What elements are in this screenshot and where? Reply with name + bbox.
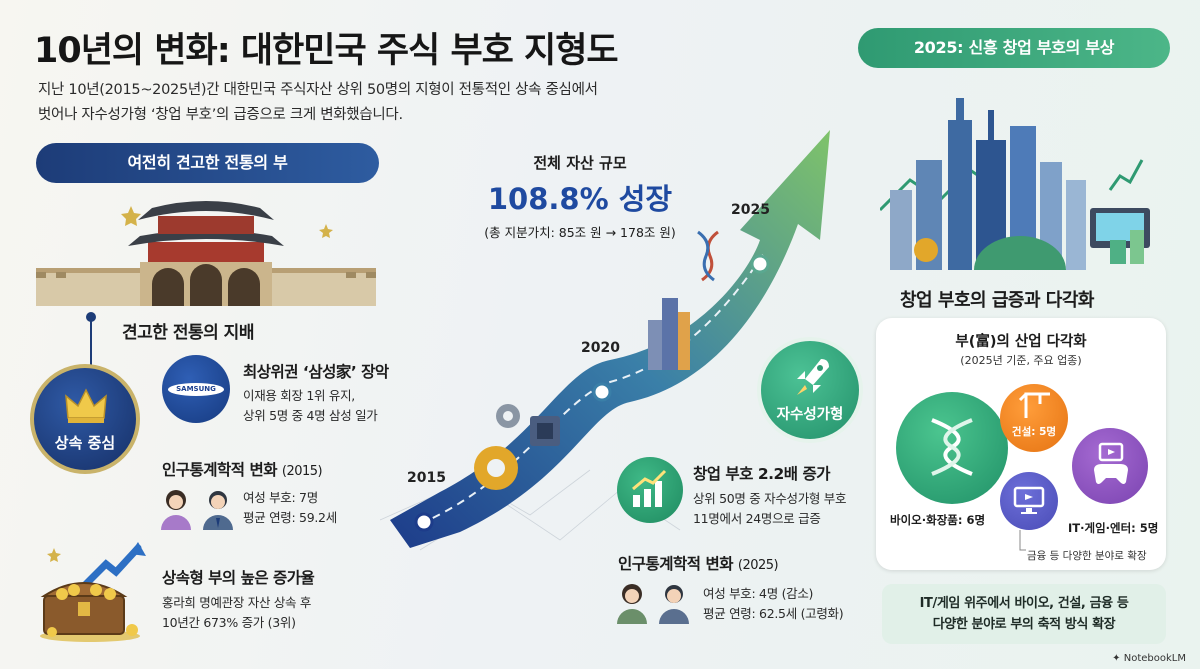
inheritance-growth-line-1: 홍라희 명예관장 자산 상속 후 [162,595,312,610]
age-2025-text: 평균 연령: 62.5세 (고령화) [703,606,844,621]
female-2025-text: 여성 부호: 4명 (감소) [703,586,814,601]
city-skyline-illustration [880,98,1150,270]
subtitle-line-1: 지난 10년(2015~2025년)간 대한민국 주식자산 상위 50명의 지형… [38,82,598,98]
construction-label: 건설: 5명 [1011,426,1057,438]
people-icon [161,490,233,530]
total-assets-label: 전체 자산 규모 [533,154,627,172]
founder-growth-line-1: 상위 50명 중 자수성가형 부호 [693,491,847,506]
demographics-2015-year: (2015) [281,464,323,479]
year-2015: 2015 [407,470,446,486]
subtitle-line-2: 벗어나 자수성가형 ‘창업 부호’의 급증으로 크게 변화했습니다. [38,107,403,123]
demographics-2025-heading: 인구통계학적 변화 (2025) [618,552,779,574]
total-value-range: (총 지분가치: 85조 원 → 178조 원) [484,225,676,240]
finance-connector [1019,530,1026,551]
demographics-2025-title: 인구통계학적 변화 [618,555,733,573]
dna-icon [931,418,973,476]
inheritance-circle: 상속 중심 [30,364,140,474]
samsung-logo-icon: SAMSUNG [162,355,230,423]
traditional-wealth-banner: 여전히 견고한 전통의 부 [36,143,379,183]
total-growth-figure: 108.8% 성장 [487,182,673,216]
growth-arrow-illustration [380,130,830,551]
treasure-chest-icon [40,542,146,642]
founder-growth-line-2: 11명에서 24명으로 급증 [693,511,821,526]
it-label: IT·게임·엔터: 5명 [1068,521,1159,535]
summary-line-1: IT/게임 위주에서 바이오, 건설, 금융 등 [919,596,1129,611]
industry-panel-title: 부(富)의 산업 다각화 [955,334,1087,350]
demographics-2025-year: (2025) [737,558,779,573]
finance-note: 금융 등 다양한 분야로 확장 [1027,550,1147,562]
rocket-icon [797,359,829,395]
diversification-summary: IT/게임 위주에서 바이오, 건설, 금융 등 다양한 분야로 부의 축적 방… [882,584,1166,644]
notebooklm-icon: ✦ [1112,653,1121,664]
bar-chart-icon [632,469,667,507]
finance-bubble [1000,472,1058,530]
demographics-2015-title: 인구통계학적 변화 [162,461,277,479]
footer-brand-text: NotebookLM [1123,653,1186,664]
new-founders-banner: 2025: 신흥 창업 부호의 부상 [858,28,1170,68]
samsung-line-2: 상위 5명 중 4명 삼성 일가 [243,408,378,423]
demographics-2015-heading: 인구통계학적 변화 (2015) [162,458,323,480]
samsung-logo-text: SAMSUNG [168,383,224,396]
self-made-circle: 자수성가형 [757,337,863,443]
it-bubble [1072,428,1148,504]
page-title: 10년의 변화: 대한민국 주식 부호 지형도 [34,31,619,71]
monitor-icon [1013,486,1045,514]
footer-brand: ✦ NotebookLM [1112,653,1186,664]
palace-illustration [36,201,376,306]
self-made-label: 자수성가형 [776,407,844,423]
bio-label: 바이오·화장품: 6명 [890,513,986,527]
industry-panel-subtitle: (2025년 기준, 주요 업종) [960,354,1082,367]
inheritance-label: 상속 중심 [54,434,116,452]
year-2025: 2025 [731,202,770,218]
dominance-heading: 견고한 전통의 지배 [122,323,254,343]
page-subtitle: 지난 10년(2015~2025년)간 대한민국 주식자산 상위 50명의 지형… [38,78,758,128]
samsung-line-1: 이재용 회장 1위 유지, [243,388,355,403]
growth-chart-icon [617,457,683,523]
age-2015-text: 평균 연령: 59.2세 [243,510,337,525]
female-2015-text: 여성 부호: 7명 [243,490,318,505]
samsung-heading: 최상위권 ‘삼성家’ 장악 [243,363,389,381]
summary-line-2: 다양한 분야로 부의 축적 방식 확장 [932,617,1116,632]
people-2025-icon [617,584,689,624]
founder-diversification-heading: 창업 부호의 급증과 다각화 [900,290,1094,311]
crane-icon [1018,392,1050,418]
founder-growth-heading: 창업 부호 2.2배 증가 [693,465,830,483]
year-2020: 2020 [581,340,620,356]
inheritance-growth-line-2: 10년간 673% 증가 (3위) [162,615,296,630]
construction-bubble: 건설: 5명 [1000,384,1068,452]
gamepad-icon [1094,442,1128,484]
bio-bubble [896,392,1008,504]
inheritance-growth-heading: 상속형 부의 높은 증가율 [162,569,315,587]
crown-icon [65,388,107,423]
